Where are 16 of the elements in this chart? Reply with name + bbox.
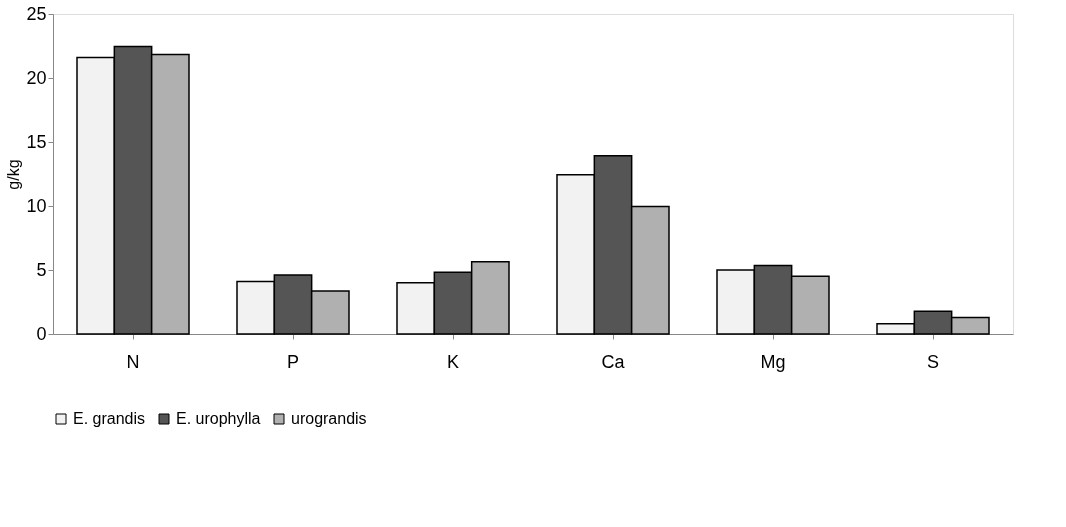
y-axis-title: g/kg [5, 159, 23, 190]
y-tick-label: 20 [26, 67, 47, 88]
y-tick-label: 0 [36, 323, 47, 344]
x-tick-label: Mg [760, 351, 786, 372]
y-tick-label: 15 [26, 131, 47, 152]
x-tick-label: S [926, 351, 940, 372]
legend-label: E. urophylla [176, 410, 261, 427]
y-tick-label: 25 [26, 3, 47, 24]
x-tick-label: K [446, 351, 460, 372]
x-tick-label: N [126, 351, 140, 372]
x-tick-label: Ca [601, 351, 626, 372]
y-tick-label: 5 [36, 259, 47, 280]
x-tick-label: P [286, 351, 300, 372]
legend-label: urograndis [291, 410, 367, 427]
y-tick-label: 10 [26, 195, 47, 216]
legend-label: E. grandis [73, 410, 146, 427]
